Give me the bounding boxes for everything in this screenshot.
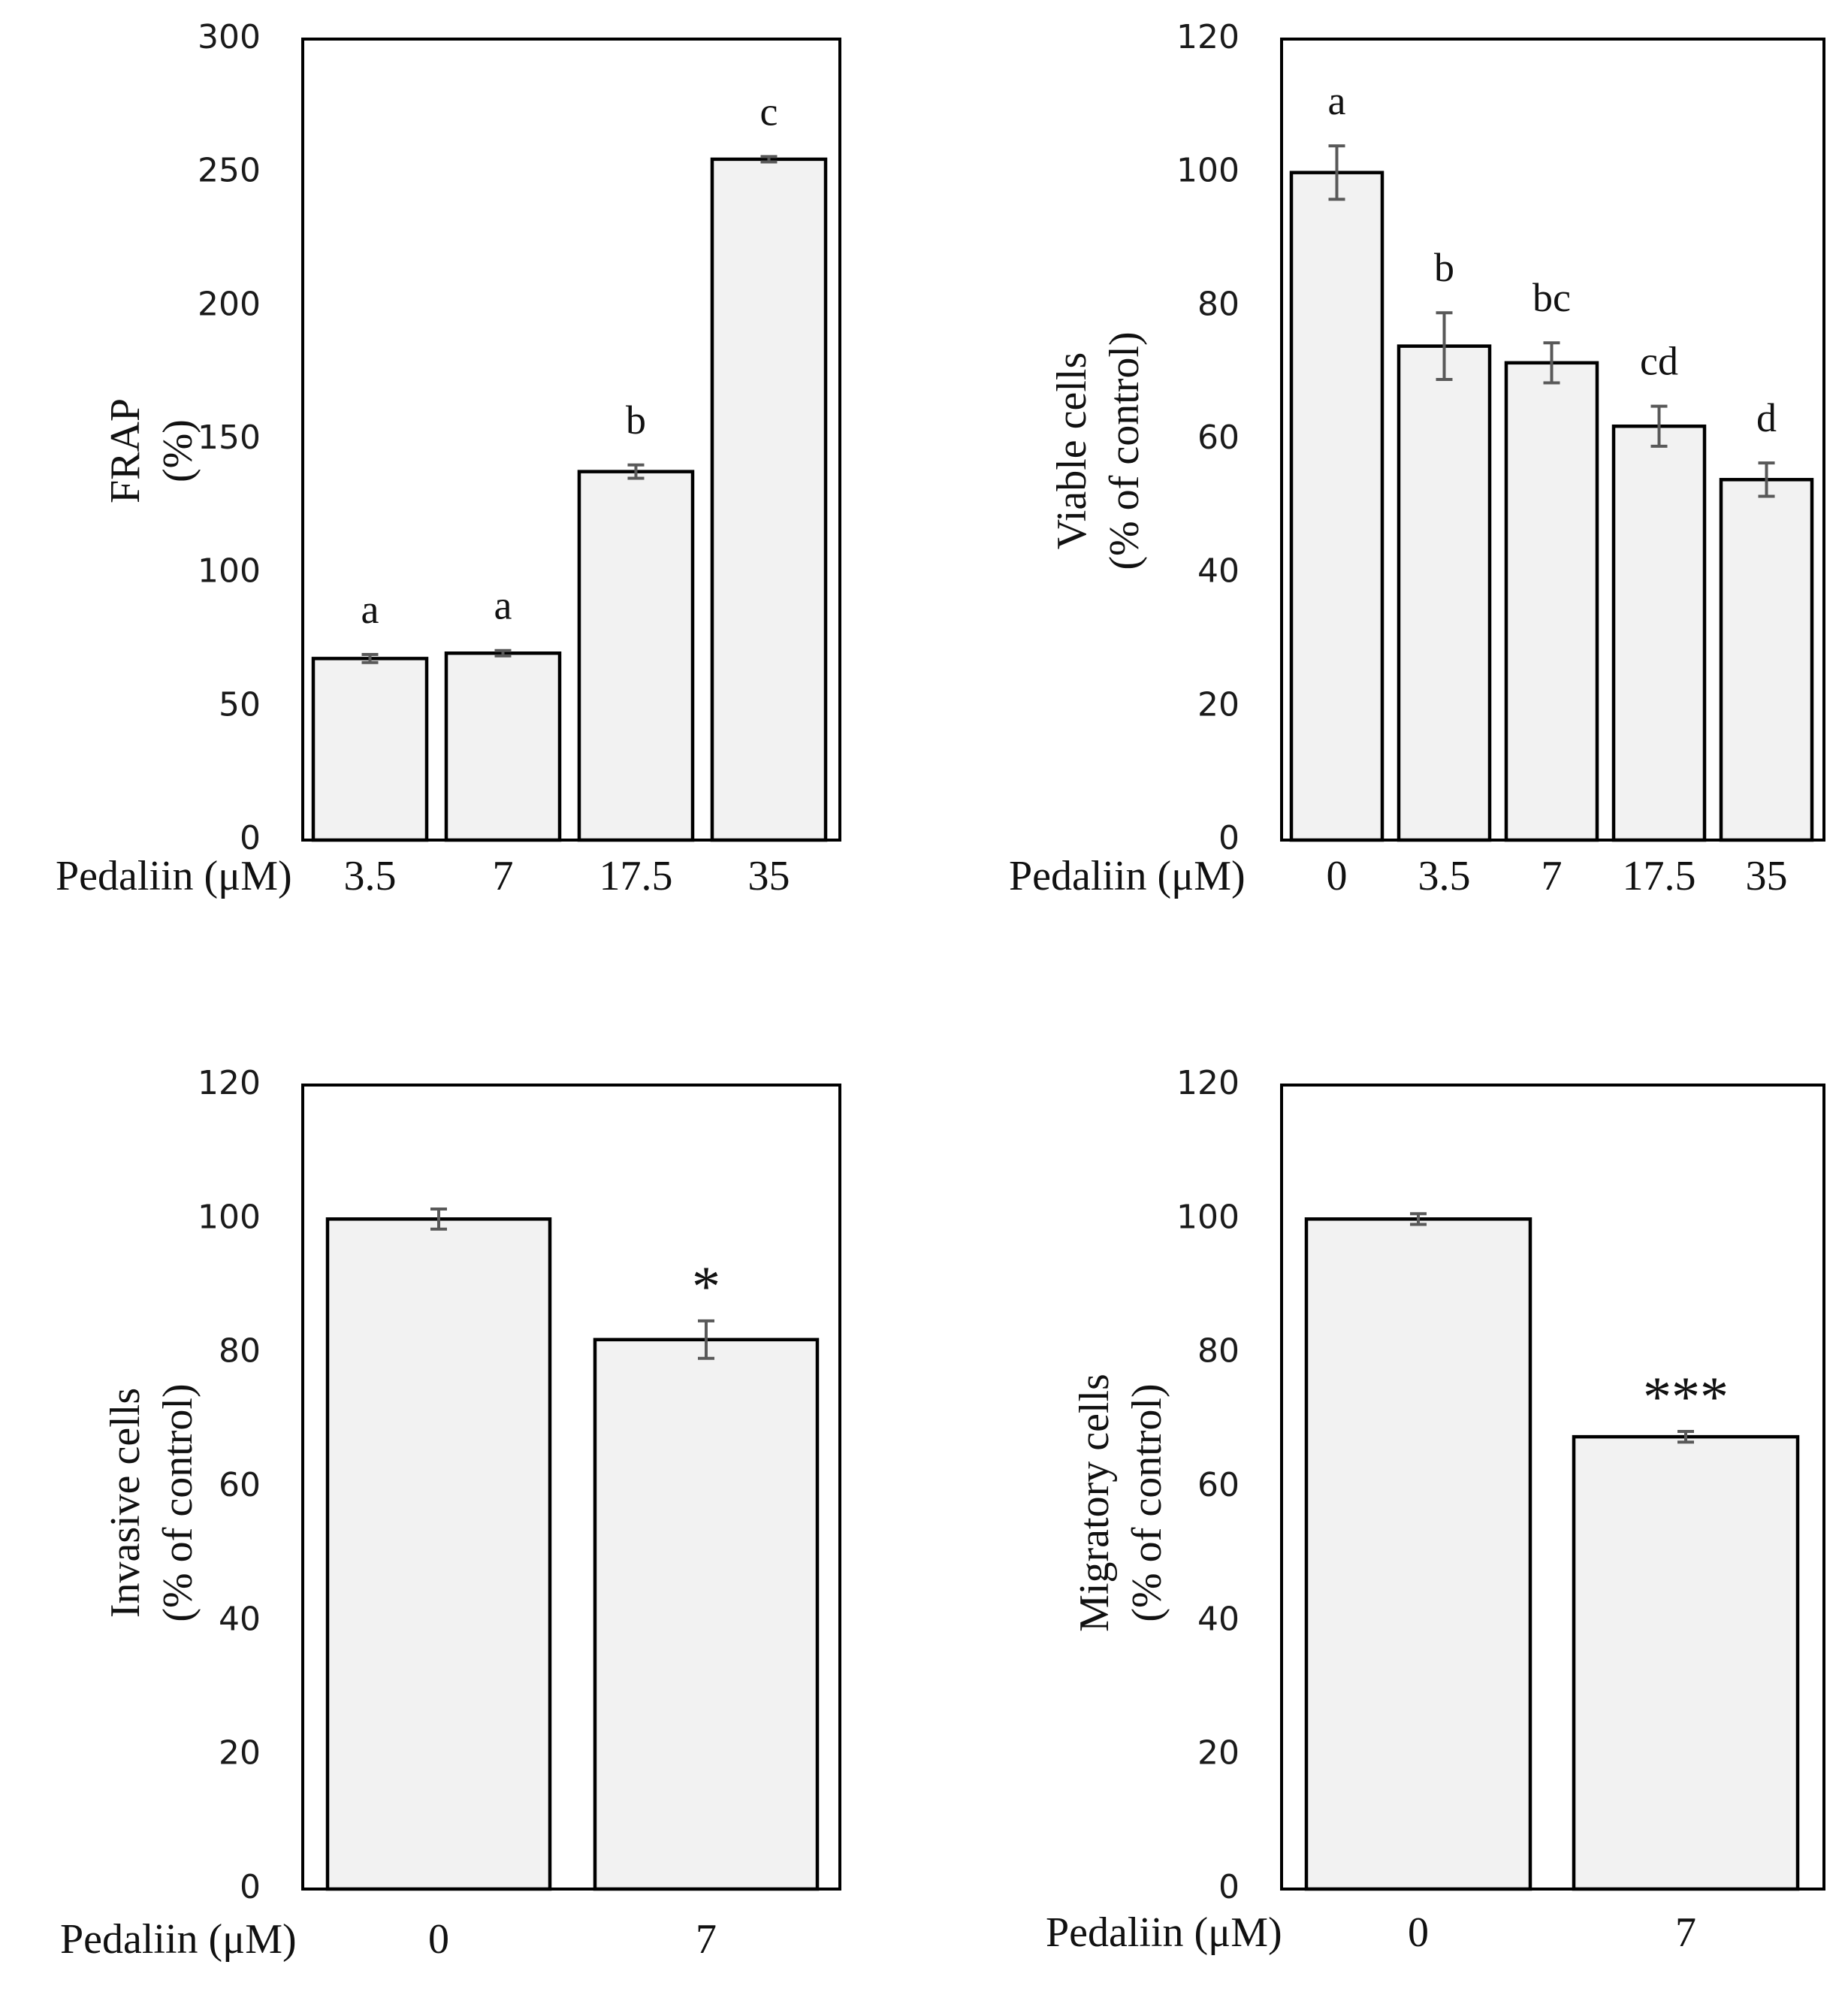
error-bar-2 <box>1543 341 1560 385</box>
y-axis-label: Viable cells (% of control) <box>1049 331 1148 570</box>
y-tick-label-5: 100 <box>198 1198 261 1236</box>
y-tick-label-2: 40 <box>1197 1600 1240 1638</box>
migratory-cells-chart: 0 *** 7 0 20 40 60 80 100 120 Pedaliin (μM) Migrato… <box>1046 1064 1825 1956</box>
x-axis-label: Pedaliin (μM) <box>1046 1909 1282 1956</box>
bar-2 <box>1504 361 1599 842</box>
significance-label-0: a <box>1328 78 1346 123</box>
frap-chart: a 3.5 a 7 b 17.5 c 35 0 50 100 150 200 250 300 Pedaliin… <box>56 18 841 899</box>
bar-3 <box>710 157 828 842</box>
bar-4 <box>1719 478 1814 842</box>
y-axis-label: Invasive cells (% of control) <box>102 1383 201 1622</box>
y-tick-label-0: 0 <box>240 819 261 857</box>
x-axis-label: Pedaliin (μM) <box>60 1916 297 1963</box>
y-tick-label-3: 60 <box>1197 419 1240 457</box>
error-bar-2 <box>627 463 645 480</box>
y-tick-label-6: 120 <box>1176 18 1240 56</box>
plot-frame <box>1280 38 1825 842</box>
x-tick-label-1: 7 <box>493 853 514 899</box>
bar-3 <box>1611 424 1707 842</box>
significance-label-1: *** <box>1643 1365 1729 1428</box>
y-tick-label-1: 50 <box>219 685 261 724</box>
error-bar-1 <box>1436 311 1453 382</box>
y-tick-label-5: 100 <box>1176 1198 1240 1236</box>
x-tick-label-1: 7 <box>696 1916 717 1963</box>
y-tick-label-6: 120 <box>198 1064 261 1102</box>
bar-1 <box>593 1337 820 1891</box>
y-tick-label-4: 200 <box>198 285 261 323</box>
error-bar-1 <box>698 1319 714 1360</box>
significance-label-2: bc <box>1532 275 1571 320</box>
x-tick-label-3: 35 <box>748 853 790 899</box>
y-axis-label: Migratory cells (% of control) <box>1071 1374 1170 1632</box>
viable-cells-chart: a 0 b 3.5 bc 7 cd 17.5 d 35 0 20 40 60 80 100 120 Pedalii… <box>1009 18 1825 899</box>
y-tick-label-1: 20 <box>1197 685 1240 724</box>
y-tick-label-1: 20 <box>1197 1734 1240 1773</box>
x-tick-label-1: 3.5 <box>1418 853 1471 899</box>
bar-2 <box>577 470 695 842</box>
y-tick-label-5: 100 <box>1176 152 1240 190</box>
y-tick-label-3: 60 <box>1197 1466 1240 1504</box>
bar-1 <box>1397 344 1492 842</box>
x-tick-label-0: 0 <box>1408 1909 1429 1956</box>
significance-label-1: a <box>494 583 512 628</box>
significance-label-1: b <box>1434 245 1454 290</box>
significance-label-3: c <box>760 89 778 134</box>
error-bar-3 <box>760 155 778 164</box>
y-tick-label-6: 300 <box>198 18 261 56</box>
error-bar-0 <box>1410 1212 1427 1226</box>
y-tick-label-2: 100 <box>198 552 261 591</box>
x-tick-label-0: 3.5 <box>344 853 397 899</box>
y-tick-label-2: 40 <box>1197 552 1240 591</box>
x-tick-label-2: 7 <box>1542 853 1563 899</box>
y-tick-label-6: 120 <box>1176 1064 1240 1102</box>
bar-0 <box>1304 1217 1532 1891</box>
x-tick-label-2: 17.5 <box>599 853 673 899</box>
bar-0 <box>1289 171 1384 842</box>
y-tick-label-4: 80 <box>219 1332 261 1371</box>
bar-1 <box>1572 1434 1800 1891</box>
x-tick-label-0: 0 <box>1327 853 1348 899</box>
error-bar-4 <box>1758 461 1775 498</box>
y-tick-label-3: 60 <box>219 1466 261 1504</box>
y-tick-label-5: 250 <box>198 152 261 190</box>
error-bar-3 <box>1650 404 1668 448</box>
bar-1 <box>444 651 562 842</box>
error-bar-0 <box>1328 144 1345 201</box>
y-tick-label-2: 40 <box>219 1600 261 1638</box>
y-tick-label-1: 20 <box>219 1734 261 1773</box>
x-tick-label-3: 17.5 <box>1623 853 1696 899</box>
x-axis-label: Pedaliin (μM) <box>56 853 292 899</box>
x-axis-label: Pedaliin (μM) <box>1009 853 1246 899</box>
significance-label-4: d <box>1756 395 1777 440</box>
bar-0 <box>311 657 429 842</box>
plot-frame <box>1280 1084 1825 1891</box>
x-tick-label-1: 7 <box>1675 1909 1696 1956</box>
error-bar-0 <box>430 1207 447 1231</box>
x-tick-label-0: 0 <box>428 1916 449 1963</box>
error-bar-1 <box>1677 1429 1694 1444</box>
y-tick-label-0: 0 <box>1218 819 1240 857</box>
error-bar-0 <box>361 653 379 664</box>
significance-label-1: * <box>692 1255 720 1318</box>
y-tick-label-4: 80 <box>1197 1332 1240 1371</box>
y-tick-label-0: 0 <box>240 1868 261 1906</box>
significance-label-3: cd <box>1640 339 1678 384</box>
error-bar-1 <box>494 648 512 657</box>
significance-label-0: a <box>361 587 379 632</box>
significance-label-2: b <box>626 397 646 443</box>
plot-frame <box>301 1084 841 1891</box>
y-tick-label-3: 150 <box>198 419 261 457</box>
y-axis-label: FRAP (%) <box>102 398 201 503</box>
y-tick-label-0: 0 <box>1218 1868 1240 1906</box>
x-tick-label-4: 35 <box>1746 853 1788 899</box>
bar-0 <box>325 1217 552 1891</box>
plot-frame <box>301 38 841 842</box>
invasive-cells-chart: 0 * 7 0 20 40 60 80 100 120 Pedaliin (μM) Invasive … <box>60 1064 841 1963</box>
y-tick-label-4: 80 <box>1197 285 1240 323</box>
